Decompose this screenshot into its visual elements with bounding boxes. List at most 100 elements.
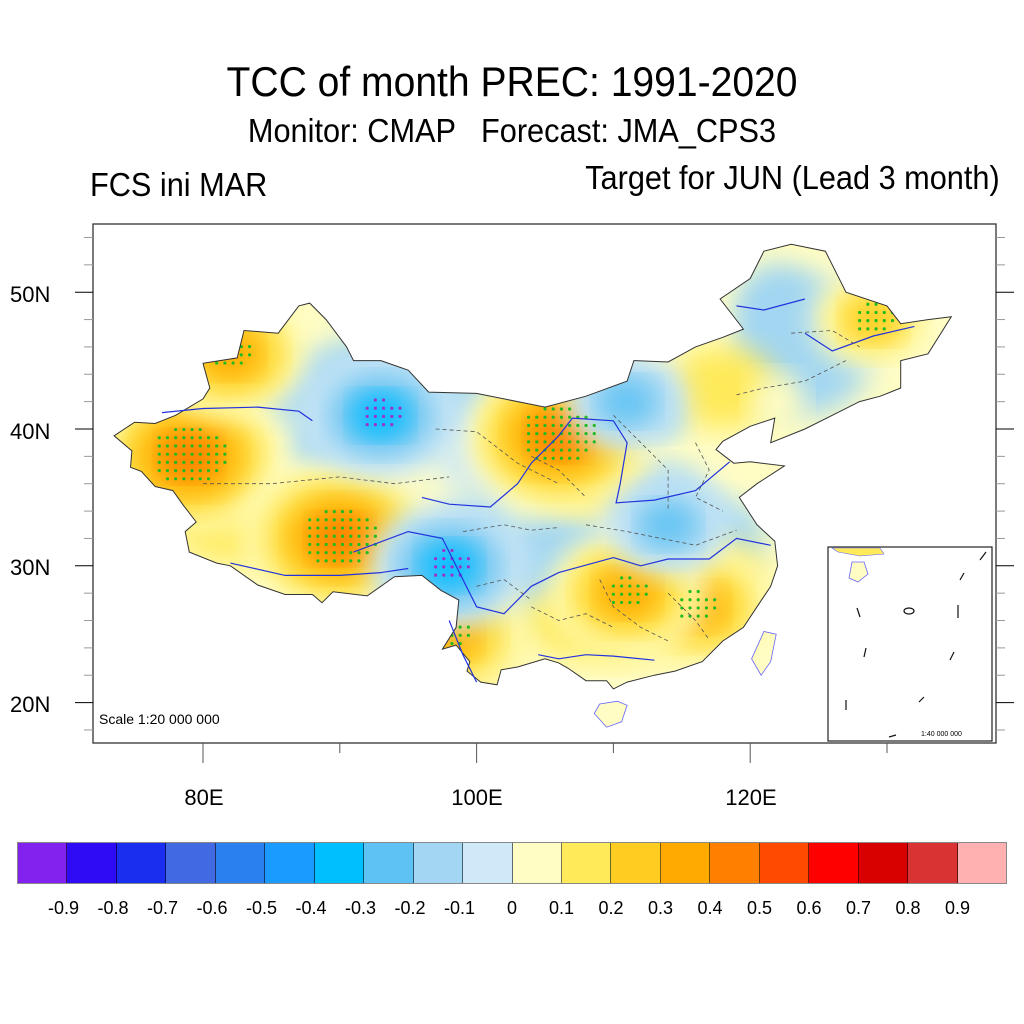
stipple-dot — [349, 542, 353, 547]
stipple-dot — [592, 440, 596, 444]
stipple-dot — [215, 361, 219, 365]
stipple-dot — [584, 415, 588, 419]
stipple-dot — [611, 584, 616, 588]
contour-region — [750, 374, 805, 430]
province-borders — [203, 330, 860, 642]
stipple-dot — [198, 436, 202, 440]
stipple-dot — [704, 614, 709, 618]
stipple-dot — [340, 551, 345, 555]
stipple-dot — [332, 542, 336, 547]
islands — [593, 631, 777, 728]
colorbar-label: 0.6 — [796, 898, 822, 918]
colorbar-label: -0.1 — [443, 898, 476, 918]
stipple-dot — [628, 584, 632, 588]
stipple-dot — [215, 468, 219, 473]
stipple-dot — [174, 436, 178, 440]
stipple-dot — [568, 456, 572, 460]
stipple-dot — [206, 436, 211, 440]
stipple-dot — [611, 600, 616, 605]
china-border — [113, 243, 953, 690]
stipple-dot — [433, 573, 438, 577]
stipple-dot — [458, 565, 462, 569]
stipple-dot — [535, 415, 539, 419]
stipple-dot — [182, 444, 186, 448]
stipple-dot — [182, 468, 186, 473]
stipple-dot — [858, 310, 862, 315]
stipple-dot — [365, 406, 369, 410]
colorbar — [17, 842, 1007, 884]
stipple-dot — [526, 448, 531, 452]
hotspot-contour — [641, 503, 695, 546]
stipple-dot — [450, 565, 454, 569]
stipple-dot — [636, 600, 640, 605]
stipple-dot — [324, 542, 328, 547]
stipple-dot — [543, 432, 547, 436]
stipple-dot — [688, 606, 692, 610]
colorbar-label: -0.2 — [394, 898, 426, 918]
stipple-dot — [165, 452, 170, 456]
province-border — [531, 456, 587, 498]
stipple-dot — [628, 600, 632, 605]
stipple-dot — [559, 423, 564, 428]
stipple-dot — [349, 510, 353, 514]
stipple-dot — [535, 423, 539, 428]
stipple-dot — [636, 592, 640, 596]
stipple-dot — [636, 584, 640, 588]
stipple-dot — [332, 510, 336, 514]
stipple-dot — [551, 456, 555, 460]
stipple-dot — [340, 510, 345, 514]
stipple-dot — [357, 542, 361, 547]
stipple-dot — [526, 423, 531, 428]
stipple-dot — [680, 606, 684, 610]
colorbar-swatch — [759, 843, 810, 883]
colorbar-swatch — [18, 843, 68, 883]
stipple-dot — [308, 542, 312, 547]
stipple-dot — [182, 477, 186, 481]
stipple-dot — [866, 310, 870, 315]
colorbar-swatch — [512, 843, 562, 883]
stipple-dot — [324, 518, 328, 522]
stipple-dot — [373, 526, 377, 530]
stipple-dot — [398, 414, 402, 419]
stipple-dot — [704, 606, 709, 610]
lat-label-20n: 20N — [10, 692, 51, 717]
contour-region — [668, 346, 778, 429]
stipple-dot — [247, 353, 252, 357]
stipple-dot — [190, 477, 194, 481]
river-line — [538, 654, 655, 661]
stipple-dot — [620, 600, 624, 605]
inset-map — [827, 546, 993, 742]
stipple-dot — [215, 436, 219, 440]
stipple-dot — [357, 559, 361, 563]
stipple-dot — [696, 614, 700, 618]
chart-title: TCC of month PREC: 1991-2020 — [226, 58, 798, 105]
stipple-dot — [223, 444, 227, 448]
stipple-dot — [308, 551, 312, 555]
stipple-dot — [223, 361, 227, 365]
stipple-dot — [198, 468, 202, 473]
stipple-dot — [239, 361, 243, 365]
colorbar-swatch — [957, 843, 1007, 883]
stipple-dot — [466, 633, 470, 637]
stipple-dot — [324, 551, 328, 555]
colorbar-swatch — [908, 843, 958, 883]
stipple-dot — [568, 432, 572, 436]
stipple-dot — [357, 518, 361, 522]
stipple-dot — [704, 598, 709, 602]
inset-scale-label: 1:40 000 000 — [921, 731, 962, 738]
stipple-dot — [688, 598, 692, 602]
stipple-dot — [340, 518, 345, 522]
stipple-dot — [324, 526, 328, 530]
colorbar-label: 0.4 — [697, 898, 723, 918]
stipple-dot — [680, 614, 684, 618]
stipple-dot — [866, 319, 870, 323]
stipple-dot — [466, 557, 470, 561]
lon-label-120e: 120E — [725, 785, 777, 810]
stipple-dot — [332, 551, 336, 555]
colorbar-swatch — [809, 843, 859, 883]
stipple-dot — [316, 534, 320, 538]
stipple-dot — [592, 423, 596, 428]
stipple-dot — [190, 427, 194, 432]
stipple-dot — [373, 414, 377, 419]
